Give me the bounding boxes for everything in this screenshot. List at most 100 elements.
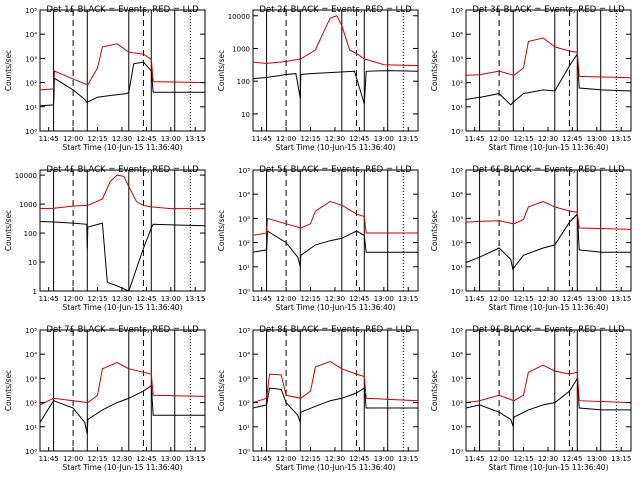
y-tick-label: 10⁴: [451, 351, 463, 359]
x-tick-label: 11:45: [252, 295, 272, 303]
x-tick-label: 12:45: [562, 295, 582, 303]
chart-title: Det 6£ BLACK = Events, RED = LLD: [472, 165, 625, 175]
y-tick-label: 10000: [228, 13, 250, 21]
y-tick-label: 10²: [451, 80, 463, 88]
y-tick-label: 10¹: [238, 424, 250, 432]
y-tick-label: 10: [28, 259, 37, 267]
y-tick-label: 10¹: [451, 104, 463, 112]
x-axis-label: Start Time (10-Jun-15 11:36:40): [276, 463, 396, 472]
x-tick-label: 12:30: [112, 455, 132, 463]
chart-panel-7: Det 7£ BLACK = Events, RED = LLD 10⁰ 10¹ 10…: [4, 325, 206, 472]
series-lld-line: [40, 43, 205, 91]
y-tick-label: 10³: [451, 375, 463, 383]
x-tick-label: 13:15: [611, 295, 631, 303]
y-tick-label: 10³: [25, 55, 37, 63]
chart-title: Det 3£ BLACK = Events, RED = LLD: [472, 5, 625, 15]
y-tick-label: 10³: [238, 375, 250, 383]
x-tick-label: 12:45: [136, 295, 156, 303]
x-tick-label: 11:45: [39, 135, 59, 143]
x-tick-label: 12:15: [300, 295, 320, 303]
x-tick-label: 12:30: [112, 135, 132, 143]
x-tick-label: 12:30: [538, 295, 558, 303]
x-tick-label: 12:00: [276, 135, 296, 143]
x-tick-label: 12:45: [349, 455, 369, 463]
y-tick-label: 10¹: [238, 264, 250, 272]
chart-panel-2: Det 2£ BLACK = Events, RED = LLD 10 100 100…: [217, 5, 419, 152]
y-tick-label: 10⁵: [451, 327, 463, 335]
y-tick-label: 1000: [19, 201, 37, 209]
y-tick-label: 10⁰: [451, 448, 463, 456]
y-tick-label: 10⁵: [451, 7, 463, 15]
x-tick-label: 11:45: [39, 455, 59, 463]
chart-title: Det 4£ BLACK = Events, RED = LLD: [46, 165, 199, 175]
series-events-line: [253, 230, 418, 267]
x-tick-label: 12:45: [349, 295, 369, 303]
y-tick-label: 10³: [25, 375, 37, 383]
x-tick-label: 13:15: [398, 135, 418, 143]
x-tick-label: 12:15: [513, 135, 533, 143]
x-tick-label: 12:15: [300, 455, 320, 463]
x-tick-label: 12:15: [513, 295, 533, 303]
y-tick-label: 10²: [238, 240, 250, 248]
x-tick-label: 12:30: [538, 135, 558, 143]
plot-frame: [465, 9, 632, 132]
series-lld-line: [466, 200, 631, 230]
x-tick-label: 12:00: [489, 135, 509, 143]
x-tick-label: 13:00: [161, 135, 181, 143]
series-lld-line: [253, 360, 418, 404]
x-tick-label: 12:00: [276, 295, 296, 303]
y-axis-label: Counts/sec: [217, 370, 226, 411]
x-axis-label: Start Time (10-Jun-15 11:36:40): [489, 303, 609, 312]
x-axis-label: Start Time (10-Jun-15 11:36:40): [63, 463, 183, 472]
series-lld-line: [253, 15, 418, 67]
x-tick-label: 13:15: [398, 455, 418, 463]
y-axis-label: Counts/sec: [4, 370, 13, 411]
x-tick-label: 11:45: [39, 295, 59, 303]
x-tick-label: 12:15: [87, 295, 107, 303]
plot-frame: [39, 9, 206, 132]
x-tick-label: 13:00: [161, 295, 181, 303]
x-tick-label: 13:00: [374, 295, 394, 303]
y-tick-label: 10²: [238, 400, 250, 408]
x-axis-label: Start Time (10-Jun-15 11:36:40): [63, 143, 183, 152]
chart-panel-8: Det 8£ BLACK = Events, RED = LLD 10⁰ 10¹ 10…: [217, 325, 419, 472]
plot-frame: [252, 329, 419, 452]
y-tick-label: 10³: [451, 55, 463, 63]
series-events-line: [253, 70, 418, 105]
chart-title: Det 5£ BLACK = Events, RED = LLD: [259, 165, 412, 175]
x-tick-label: 12:45: [136, 135, 156, 143]
y-tick-label: 10⁵: [25, 327, 37, 335]
x-axis-label: Start Time (10-Jun-15 11:36:40): [489, 143, 609, 152]
chart-title: Det 7£ BLACK = Events, RED = LLD: [46, 325, 199, 335]
y-tick-label: 10²: [451, 240, 463, 248]
x-tick-label: 12:30: [325, 135, 345, 143]
y-tick-label: 10¹: [451, 424, 463, 432]
x-tick-label: 13:15: [398, 295, 418, 303]
x-tick-label: 13:00: [374, 455, 394, 463]
series-lld-line: [40, 362, 205, 406]
x-tick-label: 13:00: [587, 295, 607, 303]
y-tick-label: 10²: [25, 80, 37, 88]
y-tick-label: 10¹: [25, 424, 37, 432]
y-tick-label: 10⁰: [451, 128, 463, 136]
y-tick-label: 10¹: [451, 264, 463, 272]
chart-title: Det 2£ BLACK = Events, RED = LLD: [259, 5, 412, 15]
series-lld-line: [40, 174, 205, 210]
series-events-line: [40, 384, 205, 435]
x-axis-label: Start Time (10-Jun-15 11:36:40): [276, 303, 396, 312]
y-tick-label: 10⁰: [238, 288, 250, 296]
chart-title: Det 1£ BLACK = Events, RED = LLD: [46, 5, 199, 15]
series-lld-line: [253, 200, 418, 236]
series-events-line: [466, 212, 631, 271]
x-tick-label: 12:00: [63, 295, 83, 303]
x-axis-label: Start Time (10-Jun-15 11:36:40): [489, 463, 609, 472]
y-tick-label: 10⁴: [238, 191, 250, 199]
y-tick-label: 10⁴: [451, 31, 463, 39]
x-tick-label: 13:15: [185, 455, 205, 463]
x-tick-label: 13:15: [611, 135, 631, 143]
chart-panel-5: Det 5£ BLACK = Events, RED = LLD 10⁰ 10¹ 10…: [217, 165, 419, 312]
plot-frame: [252, 169, 419, 292]
y-tick-label: 10⁵: [451, 167, 463, 175]
y-tick-label: 10⁴: [25, 31, 37, 39]
x-axis-label: Start Time (10-Jun-15 11:36:40): [63, 303, 183, 312]
